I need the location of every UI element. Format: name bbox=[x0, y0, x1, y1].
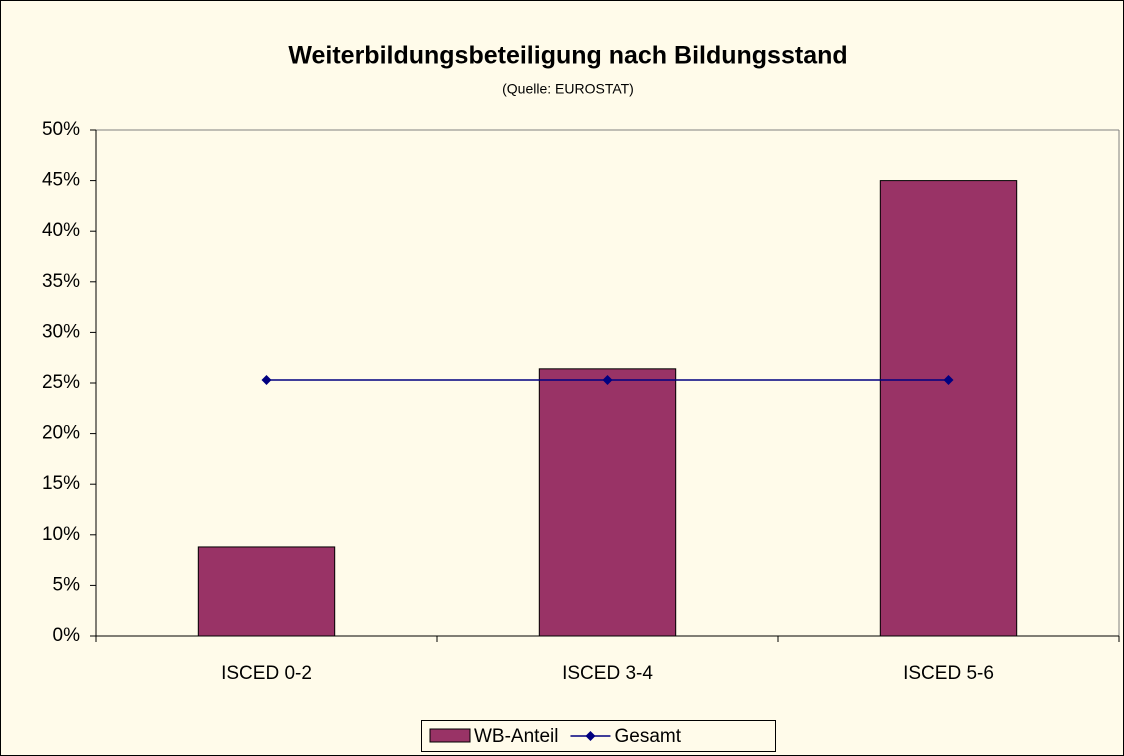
y-tick-label: 35% bbox=[42, 271, 80, 292]
legend: WB-Anteil Gesamt bbox=[421, 720, 776, 752]
legend-label: WB-Anteil bbox=[474, 726, 558, 747]
y-tick-label: 45% bbox=[42, 170, 80, 191]
marker bbox=[261, 374, 272, 385]
y-tick-label: 5% bbox=[53, 574, 81, 595]
chart-subtitle: (Quelle: EUROSTAT) bbox=[502, 81, 634, 97]
x-tick-label: ISCED 3-4 bbox=[562, 663, 653, 684]
x-tick-label: ISCED 0-2 bbox=[221, 663, 312, 684]
chart-title: Weiterbildungsbeteiligung nach Bildungss… bbox=[288, 42, 847, 70]
y-tick-label: 0% bbox=[53, 625, 81, 646]
y-tick-label: 10% bbox=[42, 524, 80, 545]
y-tick-label: 20% bbox=[42, 423, 80, 444]
y-tick-label: 40% bbox=[42, 220, 80, 241]
bar bbox=[538, 368, 677, 637]
y-tick-label: 50% bbox=[42, 119, 80, 140]
legend-label: Gesamt bbox=[614, 726, 681, 747]
bar bbox=[879, 180, 1018, 637]
bar bbox=[197, 546, 336, 637]
y-tick-label: 15% bbox=[42, 473, 80, 494]
marker bbox=[602, 374, 613, 385]
legend-marker bbox=[585, 731, 596, 741]
x-tick-label: ISCED 5-6 bbox=[903, 663, 994, 684]
legend-swatch bbox=[429, 728, 471, 743]
y-tick-label: 30% bbox=[42, 321, 80, 342]
marker bbox=[943, 374, 954, 385]
y-tick-label: 25% bbox=[42, 372, 80, 393]
